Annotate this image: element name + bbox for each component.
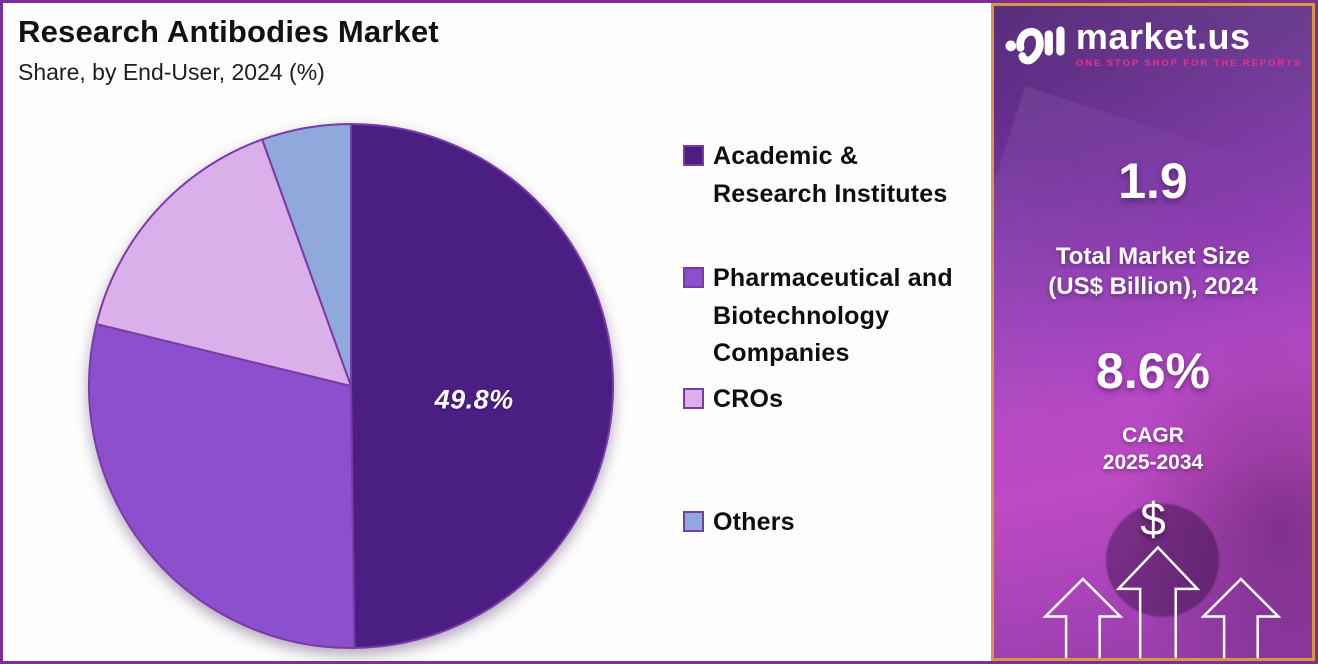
legend-swatch-academic bbox=[683, 145, 704, 166]
legend-item-pharma: Pharmaceutical and Biotechnology Compani… bbox=[683, 260, 953, 373]
pie-slice-2 bbox=[95, 138, 352, 387]
legend: Academic & Research Institutes Pharmaceu… bbox=[683, 3, 973, 661]
cagr-value: 8.6% bbox=[1096, 343, 1210, 399]
legend-label-pharma: Pharmaceutical and Biotechnology Compani… bbox=[713, 264, 953, 367]
legend-swatch-cros bbox=[683, 388, 704, 409]
legend-label-others: Others bbox=[713, 508, 795, 536]
legend-swatch-pharma bbox=[683, 267, 704, 288]
pie-slice-0 bbox=[350, 123, 615, 649]
legend-label-cros: CROs bbox=[713, 385, 784, 413]
legend-item-others: Others bbox=[683, 504, 795, 542]
pie-slice-1 bbox=[88, 323, 356, 649]
legend-item-academic: Academic & Research Institutes bbox=[683, 138, 947, 213]
pie-chart-svg bbox=[88, 123, 615, 649]
legend-swatch-others bbox=[683, 511, 704, 532]
legend-item-cros: CROs bbox=[683, 381, 783, 419]
pie-slice-label: 49.8% bbox=[434, 384, 514, 415]
chart-subtitle: Share, by End-User, 2024 (%) bbox=[18, 59, 325, 85]
cagr-label: CAGR 2025-2034 bbox=[1102, 424, 1204, 475]
legend-label-academic: Academic & Research Institutes bbox=[713, 142, 948, 208]
market-size-label: Total Market Size (US$ Billion), 2024 bbox=[1048, 243, 1258, 300]
market-size-value: 1.9 bbox=[1118, 153, 1188, 209]
brand-tagline: ONE STOP SHOP FOR THE REPORTS bbox=[1075, 57, 1303, 69]
sidebar: market.us ONE STOP SHOP FOR THE REPORTS … bbox=[991, 3, 1315, 661]
chart-title: Research Antibodies Market bbox=[18, 14, 439, 49]
chart-panel: Research Antibodies Market Share, by End… bbox=[3, 3, 991, 661]
pie-slice-3 bbox=[261, 123, 352, 387]
dollar-icon: $ bbox=[1140, 493, 1166, 545]
brand-name: market.us bbox=[1075, 16, 1251, 57]
growth-arrows-icon bbox=[1042, 545, 1282, 658]
marketus-logo-icon bbox=[1005, 26, 1065, 65]
pie-chart: 49.8% bbox=[71, 106, 631, 661]
brand-logo: market.us ONE STOP SHOP FOR THE REPORTS bbox=[994, 18, 1312, 69]
